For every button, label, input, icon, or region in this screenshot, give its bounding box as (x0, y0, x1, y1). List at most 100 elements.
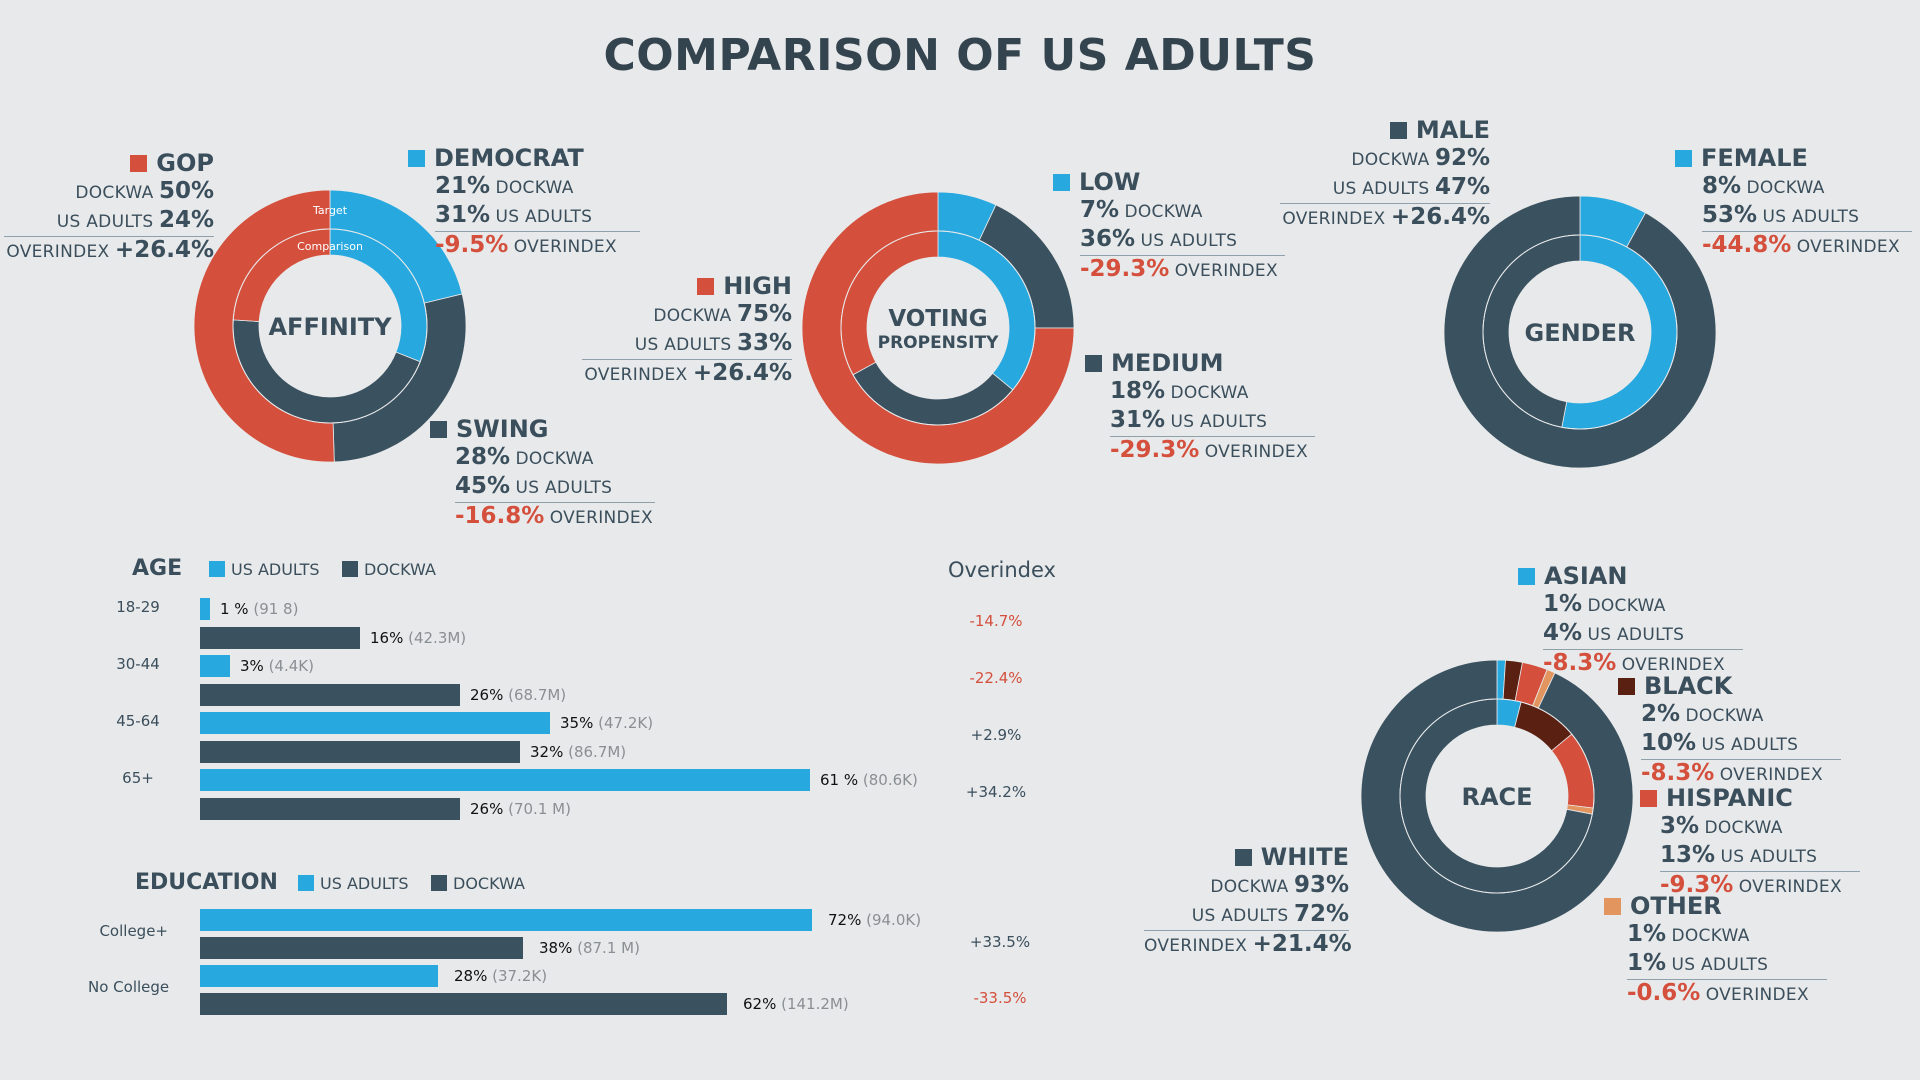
overindex-label: OVERINDEX (1705, 985, 1809, 1005)
age-bar-us-adults (200, 598, 210, 620)
bar-percent: 3% (240, 657, 269, 675)
white-label: WHITE (1260, 843, 1349, 871)
hispanic-dockwa-value: 3 (1660, 813, 1677, 839)
bar-value-label: 16% (42.3M) (370, 627, 466, 649)
white-dockwa-value: 93 (1293, 872, 1326, 898)
overindex-value: +33.5% (969, 933, 1031, 951)
education-legend-dockwa: DOCKWA (431, 874, 525, 893)
legend-black: BLACK 2% DOCKWA 10% US ADULTS -8.3% OVER… (1618, 671, 1841, 789)
low-color-swatch (1053, 174, 1070, 191)
swing-overindex-value: -16.8% (455, 503, 545, 529)
male-overindex-value: +26.4% (1390, 204, 1490, 230)
low-dockwa-value: 7 (1080, 197, 1097, 223)
bar-value-label: 35% (47.2K) (560, 712, 653, 734)
democrat-color-swatch (408, 150, 425, 167)
category-label: 65+ (122, 769, 154, 787)
bar-count: (37.2K) (492, 967, 548, 985)
legend-label: US ADULTS (320, 874, 409, 893)
voting-ring-divider (840, 230, 1036, 426)
category-label: No College (88, 978, 170, 996)
dockwa-label: DOCKWA (495, 178, 574, 198)
bar-percent: 32% (530, 742, 569, 761)
legend-other: OTHER 1% DOCKWA 1% US ADULTS -0.6% OVERI… (1604, 891, 1827, 1009)
bar-count: (70.1 M) (508, 799, 571, 818)
dockwa-label: DOCKWA (1746, 178, 1825, 198)
us-adults-label: US ADULTS (1191, 906, 1289, 926)
hispanic-overindex-value: -9.3% (1660, 872, 1734, 898)
medium-overindex-value: -29.3% (1110, 437, 1200, 463)
us-adults-label: US ADULTS (1720, 847, 1818, 867)
bar-count: (42.3M) (408, 628, 467, 647)
dockwa-swatch (431, 875, 447, 891)
dockwa-label: DOCKWA (1124, 202, 1203, 222)
overindex-label: OVERINDEX (1204, 442, 1308, 462)
overindex-value: +2.9% (970, 726, 1022, 744)
bar-value-label: 26% (68.7M) (470, 684, 566, 706)
bar-percent: 38% (539, 939, 578, 957)
us-adults-swatch (209, 561, 225, 577)
dockwa-label: DOCKWA (1351, 150, 1430, 170)
black-us-adults-value: 10 (1641, 730, 1674, 756)
education-bar-dockwa (200, 937, 523, 959)
overindex-label: OVERINDEX (1282, 209, 1386, 229)
comparison-ring-note: Comparison (297, 240, 363, 253)
overindex-label: OVERINDEX (1174, 261, 1278, 281)
overindex-label: OVERINDEX (1738, 877, 1842, 897)
high-overindex-value: +26.4% (692, 360, 792, 386)
voting-center-title: VOTING (888, 306, 987, 332)
age-bar-us-adults (200, 769, 810, 791)
other-color-swatch (1604, 898, 1621, 915)
us-adults-label: US ADULTS (1170, 412, 1268, 432)
gender-center-title: GENDER (1525, 319, 1636, 347)
legend-high: HIGH DOCKWA 75% US ADULTS 33% OVERINDEX … (582, 271, 792, 389)
other-label: OTHER (1630, 892, 1722, 920)
bar-count: (91 8) (253, 600, 299, 618)
other-dockwa-value: 1 (1627, 921, 1644, 947)
male-us-adults-value: 47 (1434, 174, 1467, 200)
us-adults-label: US ADULTS (1587, 625, 1685, 645)
asian-overindex-value: -8.3% (1543, 650, 1617, 676)
age-bar-dockwa (200, 626, 360, 649)
female-color-swatch (1675, 150, 1692, 167)
bar-value-label: 28% (37.2K) (454, 965, 547, 987)
dockwa-label: DOCKWA (1685, 706, 1764, 726)
dockwa-label: DOCKWA (515, 449, 594, 469)
asian-color-swatch (1518, 568, 1535, 585)
overindex-label: OVERINDEX (584, 365, 688, 385)
bar-count: (86.7M) (568, 742, 627, 761)
bar-count: (80.6K) (862, 771, 918, 789)
age-section-title: AGE (132, 556, 183, 581)
us-adults-label: US ADULTS (1701, 735, 1799, 755)
black-color-swatch (1618, 678, 1635, 695)
dockwa-label: DOCKWA (1587, 596, 1666, 616)
overindex-label: OVERINDEX (1144, 936, 1248, 956)
overindex-value: -22.4% (969, 669, 1023, 687)
medium-dockwa-value: 18 (1110, 378, 1143, 404)
bar-percent: 61 % (820, 771, 863, 789)
page-title: COMPARISON OF US ADULTS (603, 30, 1317, 81)
legend-label: US ADULTS (231, 560, 320, 579)
age-legend-us-adults: US ADULTS (209, 560, 320, 579)
black-label: BLACK (1644, 672, 1733, 700)
overindex-label: OVERINDEX (6, 242, 110, 262)
gop-color-swatch (130, 155, 148, 172)
bar-value-label: 38% (87.1 M) (539, 937, 640, 959)
male-label: MALE (1415, 116, 1490, 144)
low-us-adults-value: 36 (1080, 226, 1113, 252)
age-bar-us-adults (200, 712, 550, 734)
category-label: 18-29 (116, 598, 160, 616)
us-adults-swatch (298, 875, 314, 891)
category-label: College+ (99, 922, 168, 940)
age-bar-dockwa (200, 740, 520, 763)
dockwa-label: DOCKWA (1170, 383, 1249, 403)
swing-dockwa-value: 28 (455, 444, 488, 470)
gender-donut-chart: GENDER (1443, 195, 1717, 469)
voting-center-subtitle: PROPENSITY (878, 333, 999, 353)
us-adults-label: US ADULTS (1671, 955, 1769, 975)
race-center-title: RACE (1461, 783, 1532, 811)
us-adults-label: US ADULTS (634, 335, 732, 355)
bar-percent: 62% (743, 995, 782, 1013)
dockwa-label: DOCKWA (653, 306, 732, 326)
legend-hispanic: HISPANIC 3% DOCKWA 13% US ADULTS -9.3% O… (1640, 783, 1860, 901)
us-adults-label: US ADULTS (1140, 231, 1238, 251)
